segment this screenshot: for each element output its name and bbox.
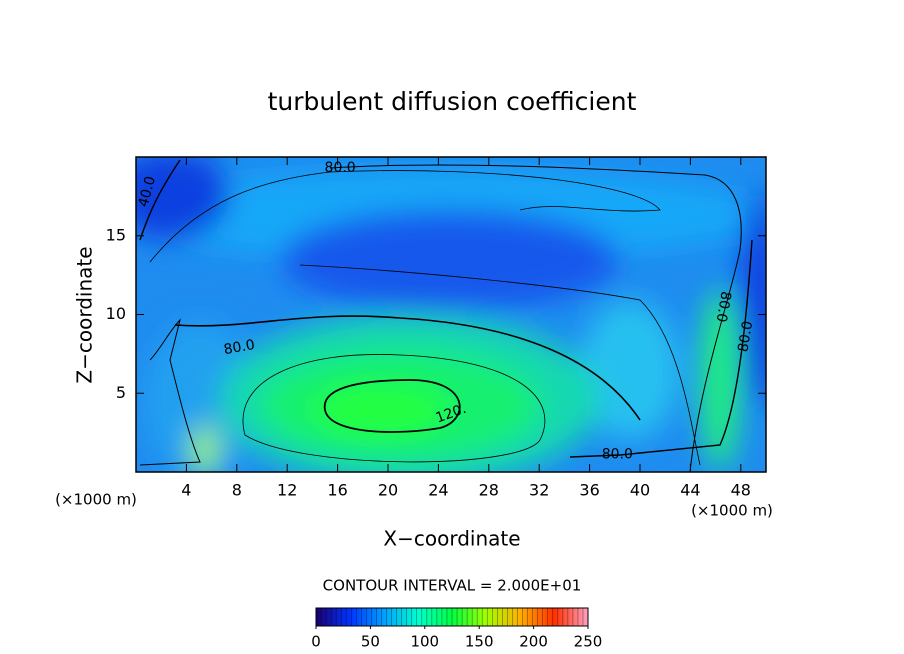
contour-lines bbox=[139, 159, 753, 472]
x-tick-label: 4 bbox=[181, 481, 191, 500]
x-tick-label: 28 bbox=[479, 481, 499, 500]
x-tick-label: 40 bbox=[630, 481, 650, 500]
x-axis-label: X−coordinate bbox=[383, 527, 520, 551]
x-tick-label: 16 bbox=[327, 481, 347, 500]
y-unit-label: (×1000 m) bbox=[55, 491, 137, 509]
contour-label: 80.0 bbox=[325, 160, 356, 176]
contour-label: 40.0 bbox=[136, 175, 160, 209]
contour-label: 80.0 bbox=[602, 447, 633, 463]
field-shading bbox=[136, 157, 766, 472]
contour-interval: CONTOUR INTERVAL = 2.000E+01 bbox=[323, 577, 582, 595]
x-tick-label: 12 bbox=[277, 481, 297, 500]
contour-field bbox=[136, 157, 766, 472]
x-tick-label: 44 bbox=[680, 481, 700, 500]
contour-label: 80.0 bbox=[735, 320, 756, 353]
x-tick-label: 8 bbox=[232, 481, 242, 500]
x-tick-label: 20 bbox=[378, 481, 398, 500]
y-tick-label: 15 bbox=[106, 225, 126, 244]
y-axis-label: Z−coordinate bbox=[73, 246, 97, 383]
colorbar-tick-label: 0 bbox=[311, 633, 321, 651]
colorbar-tick-label: 50 bbox=[361, 633, 380, 651]
x-tick-label: 24 bbox=[428, 481, 448, 500]
x-tick-label: 32 bbox=[529, 481, 549, 500]
y-tick-label: 10 bbox=[106, 304, 126, 323]
colorbar-tick-label: 200 bbox=[519, 633, 548, 651]
contour-label: 80.0 bbox=[223, 337, 256, 358]
x-tick-label: 48 bbox=[731, 481, 751, 500]
y-tick-label: 5 bbox=[116, 383, 126, 402]
colorbar-tick-label: 250 bbox=[574, 633, 603, 651]
x-tick-label: 36 bbox=[579, 481, 599, 500]
colorbar-tick-label: 100 bbox=[410, 633, 439, 651]
chart-title: turbulent diffusion coefficient bbox=[268, 87, 637, 116]
x-unit-label: (×1000 m) bbox=[691, 502, 773, 520]
contour-label: 80.0 bbox=[713, 290, 734, 323]
colorbar-tick-label: 150 bbox=[465, 633, 494, 651]
